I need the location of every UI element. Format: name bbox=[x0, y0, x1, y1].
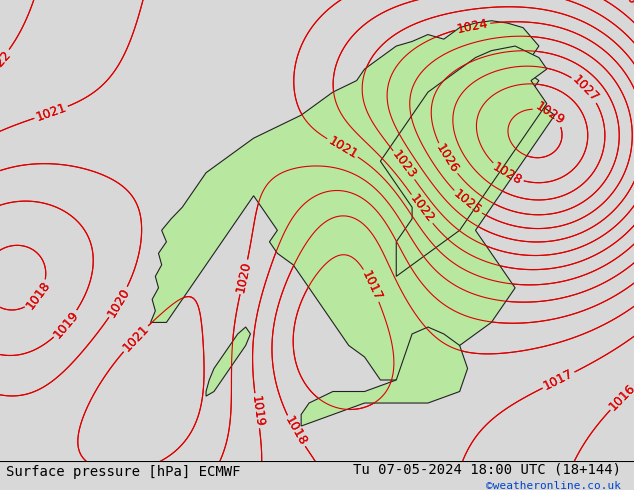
Text: 1019: 1019 bbox=[249, 394, 266, 427]
Text: 1021: 1021 bbox=[326, 134, 359, 161]
Text: 1020: 1020 bbox=[105, 285, 133, 319]
Text: 1028: 1028 bbox=[490, 160, 524, 188]
Text: Tu 07-05-2024 18:00 UTC (18+144): Tu 07-05-2024 18:00 UTC (18+144) bbox=[353, 463, 621, 476]
Text: 1025: 1025 bbox=[451, 188, 484, 218]
Text: 1028: 1028 bbox=[490, 160, 524, 188]
Text: 1018: 1018 bbox=[23, 279, 53, 312]
Text: 1020: 1020 bbox=[619, 0, 634, 18]
Text: 1029: 1029 bbox=[533, 100, 567, 128]
Text: 1025: 1025 bbox=[451, 188, 484, 218]
Text: 1026: 1026 bbox=[434, 142, 461, 176]
Text: 1017: 1017 bbox=[359, 268, 384, 302]
Text: ©weatheronline.co.uk: ©weatheronline.co.uk bbox=[486, 481, 621, 490]
Text: 1023: 1023 bbox=[389, 148, 418, 182]
Text: 1020: 1020 bbox=[234, 260, 254, 294]
Text: 1027: 1027 bbox=[569, 73, 601, 105]
Text: 1024: 1024 bbox=[456, 17, 489, 36]
Text: 1019: 1019 bbox=[51, 308, 81, 341]
Text: 1022: 1022 bbox=[0, 47, 13, 79]
Text: 1021: 1021 bbox=[120, 322, 151, 354]
Text: 1026: 1026 bbox=[434, 142, 461, 176]
Text: 1018: 1018 bbox=[282, 414, 309, 448]
Text: 1021: 1021 bbox=[326, 134, 359, 161]
Text: 1020: 1020 bbox=[234, 260, 254, 294]
Polygon shape bbox=[301, 327, 468, 426]
Polygon shape bbox=[206, 327, 250, 396]
Text: 1022: 1022 bbox=[407, 193, 436, 226]
Text: 1019: 1019 bbox=[249, 394, 266, 427]
Text: 1022: 1022 bbox=[0, 47, 13, 79]
Text: 1019: 1019 bbox=[51, 308, 81, 341]
Text: 1023: 1023 bbox=[389, 148, 418, 182]
Text: 1029: 1029 bbox=[533, 100, 567, 128]
Polygon shape bbox=[150, 21, 555, 380]
Text: 1022: 1022 bbox=[407, 193, 436, 226]
Text: 1021: 1021 bbox=[120, 322, 151, 354]
Text: 1016: 1016 bbox=[607, 381, 634, 413]
Text: 1024: 1024 bbox=[456, 17, 489, 36]
Text: 1021: 1021 bbox=[34, 101, 68, 124]
Text: 1020: 1020 bbox=[105, 285, 133, 319]
Polygon shape bbox=[380, 46, 547, 276]
Text: 1018: 1018 bbox=[23, 279, 53, 312]
Text: 1020: 1020 bbox=[619, 0, 634, 18]
Text: Surface pressure [hPa] ECMWF: Surface pressure [hPa] ECMWF bbox=[6, 466, 241, 479]
Text: 1017: 1017 bbox=[541, 367, 576, 393]
Text: 1017: 1017 bbox=[541, 367, 576, 393]
Text: 1021: 1021 bbox=[34, 101, 68, 124]
Text: 1016: 1016 bbox=[607, 381, 634, 413]
Text: 1017: 1017 bbox=[359, 268, 384, 302]
Text: 1018: 1018 bbox=[282, 414, 309, 448]
Text: 1027: 1027 bbox=[569, 73, 601, 105]
